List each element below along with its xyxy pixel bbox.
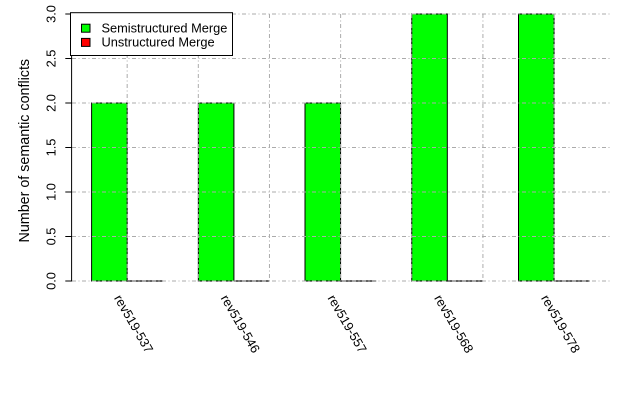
svg-text:0.5: 0.5 (44, 228, 59, 246)
svg-text:Unstructured Merge: Unstructured Merge (102, 34, 215, 49)
svg-text:1.0: 1.0 (44, 183, 59, 201)
svg-text:1.5: 1.5 (44, 139, 59, 157)
svg-text:0.0: 0.0 (44, 272, 59, 290)
svg-text:3.0: 3.0 (44, 5, 59, 23)
svg-text:2.0: 2.0 (44, 94, 59, 112)
svg-text:Number of semantic conflicts: Number of semantic conflicts (17, 59, 33, 243)
svg-text:2.5: 2.5 (44, 50, 59, 68)
svg-text:Semistructured Merge: Semistructured Merge (102, 20, 228, 35)
